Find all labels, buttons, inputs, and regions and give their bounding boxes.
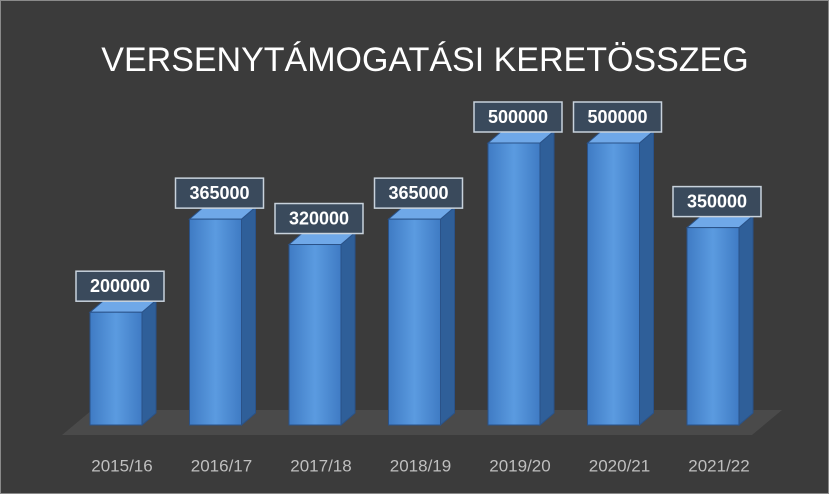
bar-front	[487, 142, 541, 426]
bar-front	[89, 311, 143, 426]
value-label: 350000	[687, 191, 747, 211]
bar-side	[539, 129, 555, 427]
value-label: 320000	[289, 208, 349, 228]
value-label-box	[672, 185, 762, 218]
bar	[188, 206, 257, 427]
x-tick-label: 2016/17	[191, 456, 252, 475]
bar-side	[639, 129, 654, 427]
chart-title: VERSENYTÁMOGATÁSI KERETÖSSZEG	[101, 41, 748, 79]
x-tick-label: 2021/22	[688, 456, 749, 475]
x-tick-label: 2018/19	[390, 456, 451, 475]
bar	[685, 214, 755, 427]
bar	[287, 231, 357, 427]
x-tick-label: 2015/16	[91, 456, 152, 475]
value-label: 365000	[388, 183, 448, 203]
bar	[586, 129, 655, 427]
x-tick-label: 2017/18	[290, 456, 351, 475]
value-label-box	[373, 177, 464, 209]
value-label: 200000	[90, 276, 150, 296]
bar	[486, 129, 556, 427]
value-label-box	[75, 270, 165, 302]
value-label: 365000	[189, 183, 249, 203]
bar	[387, 206, 456, 427]
value-label: 500000	[488, 107, 548, 127]
bar-front	[189, 218, 242, 426]
bar-side	[241, 206, 256, 427]
x-tick-label: 2020/21	[589, 456, 650, 475]
x-tick-label: 2019/20	[489, 456, 550, 475]
bar	[88, 299, 158, 427]
value-label-box	[572, 101, 663, 133]
value-label: 500000	[587, 107, 647, 127]
bar-front	[587, 142, 640, 426]
value-label-box	[174, 177, 265, 209]
value-label-box	[473, 101, 563, 133]
bar-front	[288, 244, 342, 426]
bar-front	[686, 227, 740, 426]
bar-side	[738, 214, 754, 427]
bar-side	[440, 206, 455, 427]
bar-side	[340, 231, 356, 427]
value-label-box	[274, 202, 364, 235]
bar-front	[388, 218, 441, 426]
bar-side	[141, 299, 157, 427]
